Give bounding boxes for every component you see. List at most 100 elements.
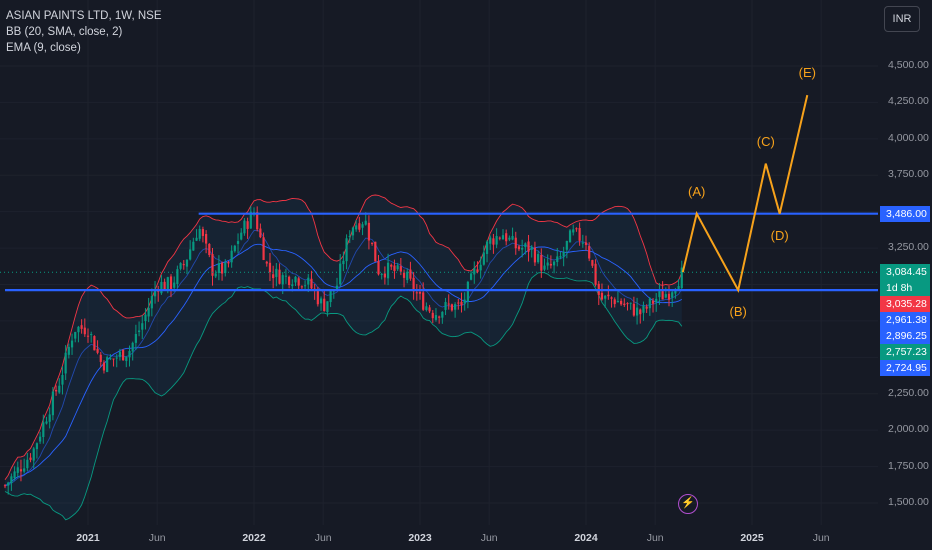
bb-indicator-label[interactable]: BB (20, SMA, close, 2)	[6, 26, 123, 38]
candle-body	[345, 238, 348, 262]
candle-body	[626, 303, 629, 305]
candle-body	[616, 301, 620, 303]
bb-fill	[5, 195, 682, 520]
candle-body	[185, 259, 189, 267]
candle-body	[406, 271, 409, 281]
candle-body	[236, 241, 240, 244]
currency-button[interactable]: INR	[884, 6, 920, 32]
candle-body	[35, 443, 39, 450]
candle-body	[348, 236, 351, 238]
candle-body	[674, 289, 677, 294]
candle-body	[147, 307, 150, 317]
candle-body	[604, 295, 607, 299]
candle-body	[450, 304, 454, 311]
candle-body	[163, 281, 166, 290]
candle-body	[610, 297, 613, 299]
time-tick-label: 2024	[574, 532, 598, 544]
candle-body	[96, 348, 99, 353]
candle-body	[434, 315, 438, 320]
candle-body	[275, 268, 278, 277]
candle-body	[125, 356, 128, 362]
candle-body	[160, 281, 163, 294]
candle-body	[396, 265, 399, 270]
candle-body	[428, 307, 431, 312]
chart-legend[interactable]: ASIAN PAINTS LTD, 1W, NSE BB (20, SMA, c…	[6, 8, 162, 56]
candle-body	[664, 294, 667, 298]
price-tick-label: 2,250.00	[888, 386, 929, 399]
candle-body	[323, 298, 326, 312]
candle-body	[115, 357, 118, 359]
candle-body	[469, 273, 473, 280]
candle-body	[476, 269, 479, 272]
candle-body	[492, 238, 495, 245]
candle-body	[572, 229, 575, 233]
lightning-icon[interactable]: ⚡	[678, 494, 698, 514]
candles	[3, 206, 683, 495]
candle-body	[106, 357, 109, 373]
candle-body	[208, 243, 211, 255]
candle-body	[412, 277, 415, 292]
bb-lower	[4, 272, 683, 521]
candle-body	[505, 233, 508, 242]
candle-body	[342, 260, 345, 265]
candle-body	[495, 236, 498, 245]
candle-body	[272, 274, 275, 279]
price-tag: 3,035.28	[880, 296, 930, 313]
candle-body	[415, 292, 418, 294]
candle-body	[217, 263, 220, 273]
candle-body	[655, 298, 658, 303]
bar-countdown: 1d 8h	[880, 280, 930, 297]
candle-body	[425, 306, 428, 311]
candle-body	[632, 303, 635, 316]
price-tick-label: 3,750.00	[888, 168, 929, 181]
candle-body	[166, 277, 169, 290]
candle-body	[16, 467, 19, 473]
wave-label-a: (A)	[687, 183, 706, 199]
price-tag: 3,084.45	[880, 264, 930, 281]
candle-body	[374, 241, 377, 262]
candle-body	[524, 243, 527, 248]
candle-body	[48, 414, 51, 422]
candle-body	[74, 331, 77, 339]
bb-basis	[4, 243, 683, 487]
candle-body	[651, 300, 655, 304]
candle-body	[128, 351, 131, 358]
symbol-title[interactable]: ASIAN PAINTS LTD, 1W, NSE	[6, 10, 162, 22]
candle-body	[339, 263, 342, 285]
candle-body	[588, 246, 591, 259]
candle-body	[402, 272, 406, 278]
candle-body	[32, 448, 35, 461]
candle-body	[195, 237, 198, 241]
candle-body	[256, 212, 259, 230]
candle-body	[291, 284, 294, 287]
candle-body	[645, 306, 648, 309]
candle-body	[431, 312, 434, 319]
candle-body	[54, 390, 58, 392]
candle-body	[230, 250, 233, 263]
candle-body	[418, 291, 422, 294]
candle-body	[205, 233, 208, 244]
candle-body	[358, 223, 361, 230]
candle-body	[517, 246, 521, 250]
candle-body	[173, 282, 176, 288]
candle-body	[265, 261, 268, 264]
candle-body	[58, 385, 61, 393]
candle-body	[294, 276, 297, 283]
candle-body	[211, 254, 214, 276]
candle-body	[380, 273, 383, 275]
candle-body	[19, 469, 23, 472]
candle-body	[83, 327, 86, 335]
candle-body	[249, 211, 252, 229]
candle-body	[530, 246, 533, 250]
candle-body	[281, 275, 284, 285]
candle-body	[584, 242, 588, 245]
ema-indicator-label[interactable]: EMA (9, close)	[6, 42, 81, 54]
candle-body	[326, 301, 329, 312]
price-tick-label: 3,250.00	[888, 241, 929, 254]
candle-body	[192, 241, 195, 251]
candle-body	[99, 354, 102, 362]
candle-body	[10, 476, 13, 483]
candle-body	[134, 334, 137, 343]
